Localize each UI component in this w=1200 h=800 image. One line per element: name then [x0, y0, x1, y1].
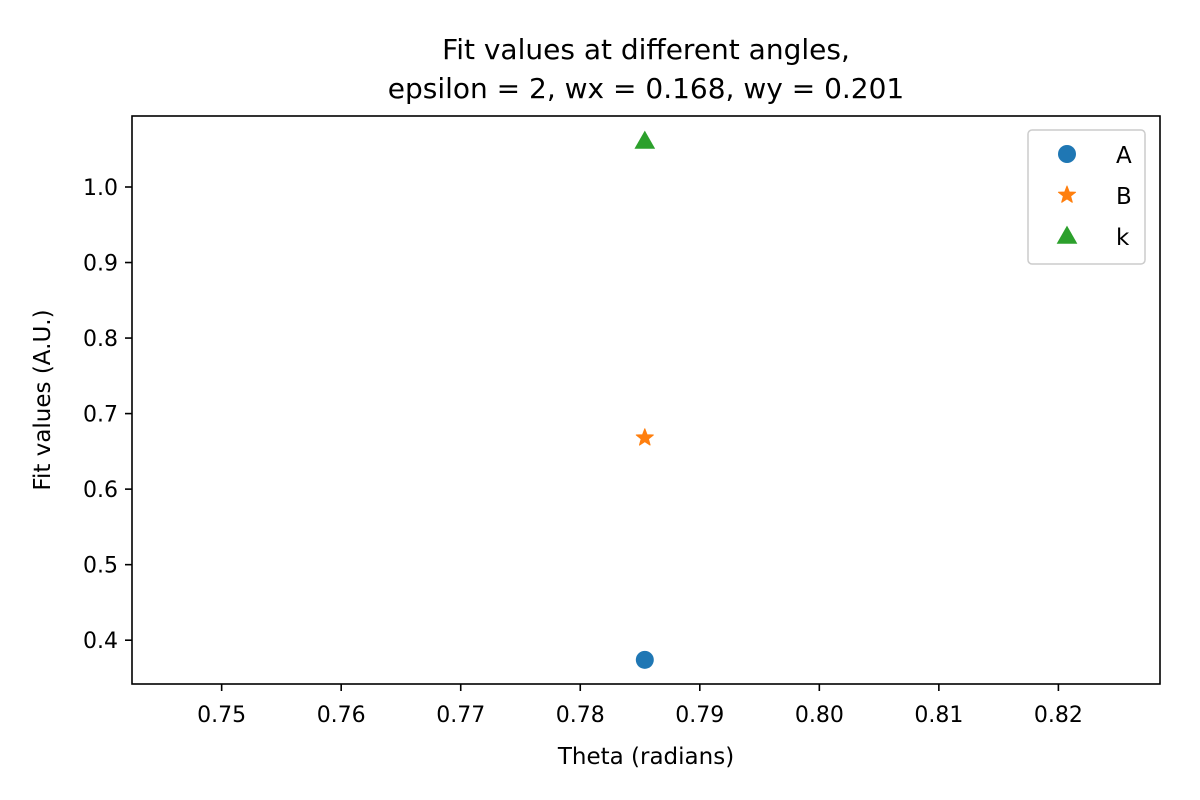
y-tick-label: 1.0 — [83, 176, 118, 201]
x-tick-label: 0.79 — [675, 703, 724, 728]
y-tick-label: 0.7 — [83, 403, 118, 428]
legend-label-a: A — [1116, 143, 1132, 169]
y-tick-label: 0.6 — [83, 478, 118, 503]
legend: ABk — [1027, 129, 1146, 265]
y-tick-label: 0.5 — [83, 554, 118, 579]
y-tick-label: 0.8 — [83, 327, 118, 352]
x-tick-label: 0.82 — [1034, 703, 1083, 728]
data-point-a — [635, 650, 654, 669]
legend-marker-k — [1056, 225, 1078, 244]
y-tick-label: 0.4 — [83, 629, 118, 654]
data-point-k — [634, 130, 656, 149]
x-tick-label: 0.77 — [436, 703, 485, 728]
points-layer — [634, 130, 656, 669]
x-tick-label: 0.76 — [317, 703, 366, 728]
chart-title-line-1: Fit values at different angles, — [442, 33, 850, 66]
legend-marker-a — [1058, 145, 1076, 163]
y-axis-label: Fit values (A.U.) — [30, 309, 56, 490]
ticks-layer: 0.75 0.76 0.77 0.78 0.79 0.80 0.81 0.82 0.4 0.5 0.… — [83, 176, 1083, 728]
legend-marker-b — [1057, 185, 1077, 203]
chart-title-line-2: epsilon = 2, wx = 0.168, wy = 0.201 — [388, 72, 904, 105]
legend-items: ABk — [1056, 143, 1132, 251]
plot-area — [132, 116, 1160, 684]
legend-frame — [1027, 129, 1146, 265]
x-tick-label: 0.75 — [197, 703, 246, 728]
plot-frame — [131, 115, 1161, 685]
x-tick-label: 0.81 — [914, 703, 963, 728]
x-axis-label: Theta (radians) — [557, 744, 734, 770]
data-point-b — [635, 428, 654, 446]
y-tick-label: 0.9 — [83, 252, 118, 277]
x-tick-label: 0.78 — [556, 703, 605, 728]
legend-label-b: B — [1116, 184, 1132, 210]
legend-label-k: k — [1116, 225, 1130, 251]
x-tick-label: 0.80 — [795, 703, 844, 728]
